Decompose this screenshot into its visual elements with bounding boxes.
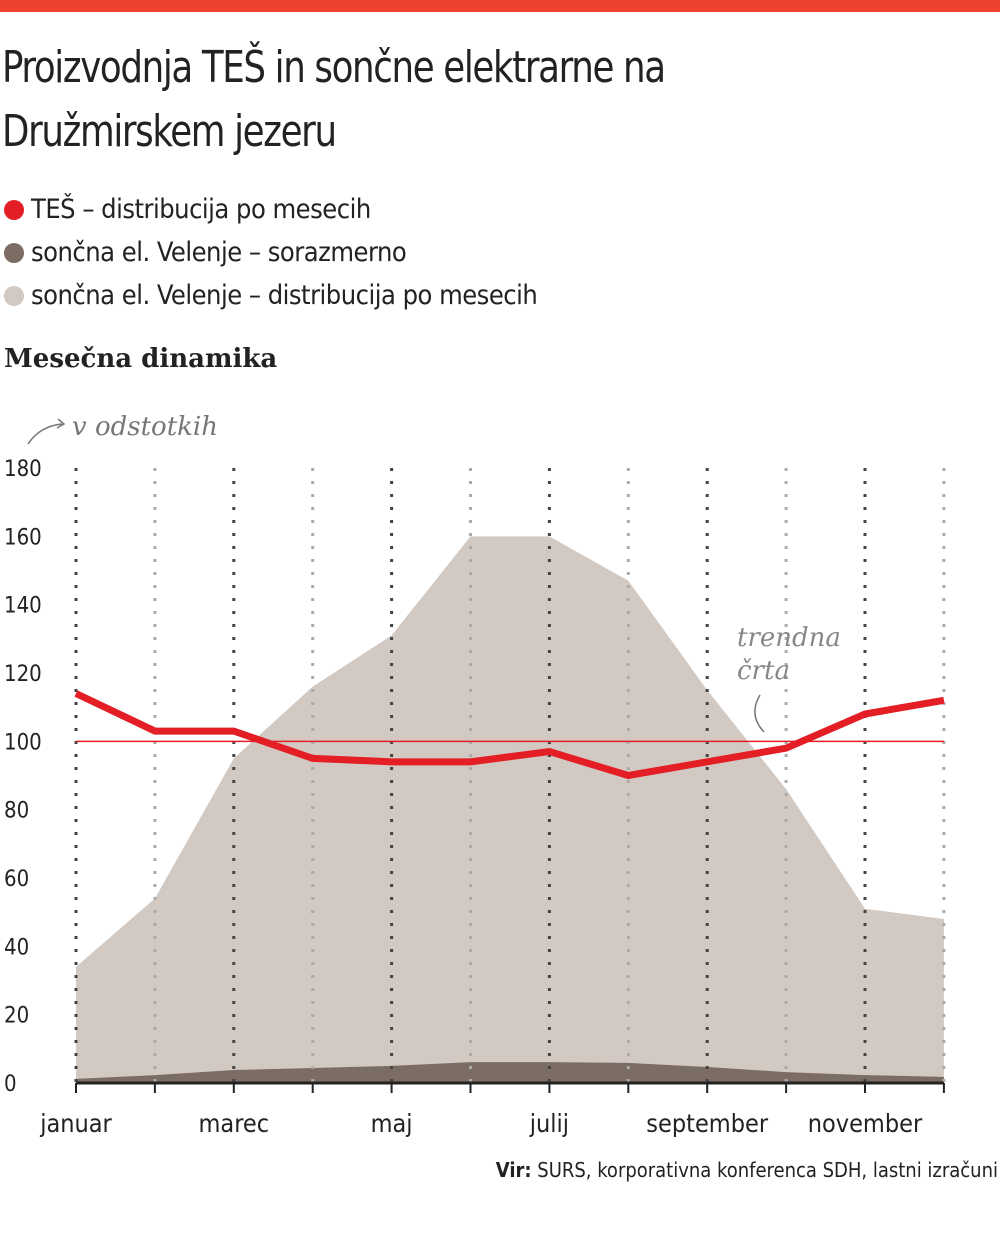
legend-swatch bbox=[4, 285, 24, 306]
solar-proportional-area bbox=[76, 1062, 944, 1083]
y-tick-label: 120 bbox=[4, 662, 42, 687]
chart-subtitle: Mesečna dinamika bbox=[4, 344, 278, 374]
y-tick-label: 100 bbox=[4, 730, 42, 755]
unit-arrowhead-icon bbox=[56, 418, 66, 429]
solar-distribution-area bbox=[76, 536, 944, 1083]
y-tick-label: 60 bbox=[4, 867, 29, 892]
legend-item-tes: TEŠ – distribucija po mesecih bbox=[4, 188, 537, 231]
x-tick-label: september bbox=[646, 1109, 769, 1138]
y-tick-label: 180 bbox=[4, 457, 42, 482]
source-note: Vir: SURS, korporativna konferenca SDH, … bbox=[496, 1158, 998, 1182]
legend-label: sončna el. Velenje – distribucija po mes… bbox=[31, 280, 538, 311]
legend-swatch bbox=[4, 199, 24, 220]
top-accent-bar bbox=[0, 0, 1000, 12]
trend-arrow-icon bbox=[754, 694, 765, 733]
trend-line-label: črta bbox=[737, 656, 790, 686]
tes-line bbox=[74, 690, 945, 780]
legend-label: TEŠ – distribucija po mesecih bbox=[31, 194, 371, 225]
legend-item-solar-proportional: sončna el. Velenje – sorazmerno bbox=[4, 231, 537, 274]
y-tick-label: 80 bbox=[4, 799, 29, 824]
source-label: Vir: bbox=[495, 1158, 532, 1182]
y-tick-label: 160 bbox=[4, 525, 42, 550]
chart-title: Proizvodnja TEŠ in sončne elektrarne na … bbox=[2, 42, 666, 157]
source-text: SURS, korporativna konferenca SDH, lastn… bbox=[531, 1158, 998, 1182]
x-tick-label: november bbox=[808, 1109, 923, 1138]
legend-swatch bbox=[4, 242, 24, 263]
trend-line-label: trendna bbox=[737, 623, 841, 653]
y-tick-label: 40 bbox=[4, 935, 29, 960]
legend: TEŠ – distribucija po mesecih sončna el.… bbox=[4, 188, 538, 317]
legend-item-solar-distribution: sončna el. Velenje – distribucija po mes… bbox=[4, 274, 538, 317]
unit-label: v odstotkih bbox=[72, 412, 218, 442]
x-tick-label: januar bbox=[39, 1109, 112, 1138]
y-tick-label: 0 bbox=[4, 1072, 17, 1097]
unit-arrow-icon bbox=[27, 423, 63, 445]
legend-label: sončna el. Velenje – sorazmerno bbox=[31, 237, 407, 268]
x-tick-label: maj bbox=[371, 1109, 413, 1138]
y-tick-label: 140 bbox=[4, 594, 42, 619]
x-tick-label: julij bbox=[529, 1109, 569, 1138]
x-tick-label: marec bbox=[199, 1109, 270, 1138]
y-tick-label: 20 bbox=[4, 1004, 29, 1029]
